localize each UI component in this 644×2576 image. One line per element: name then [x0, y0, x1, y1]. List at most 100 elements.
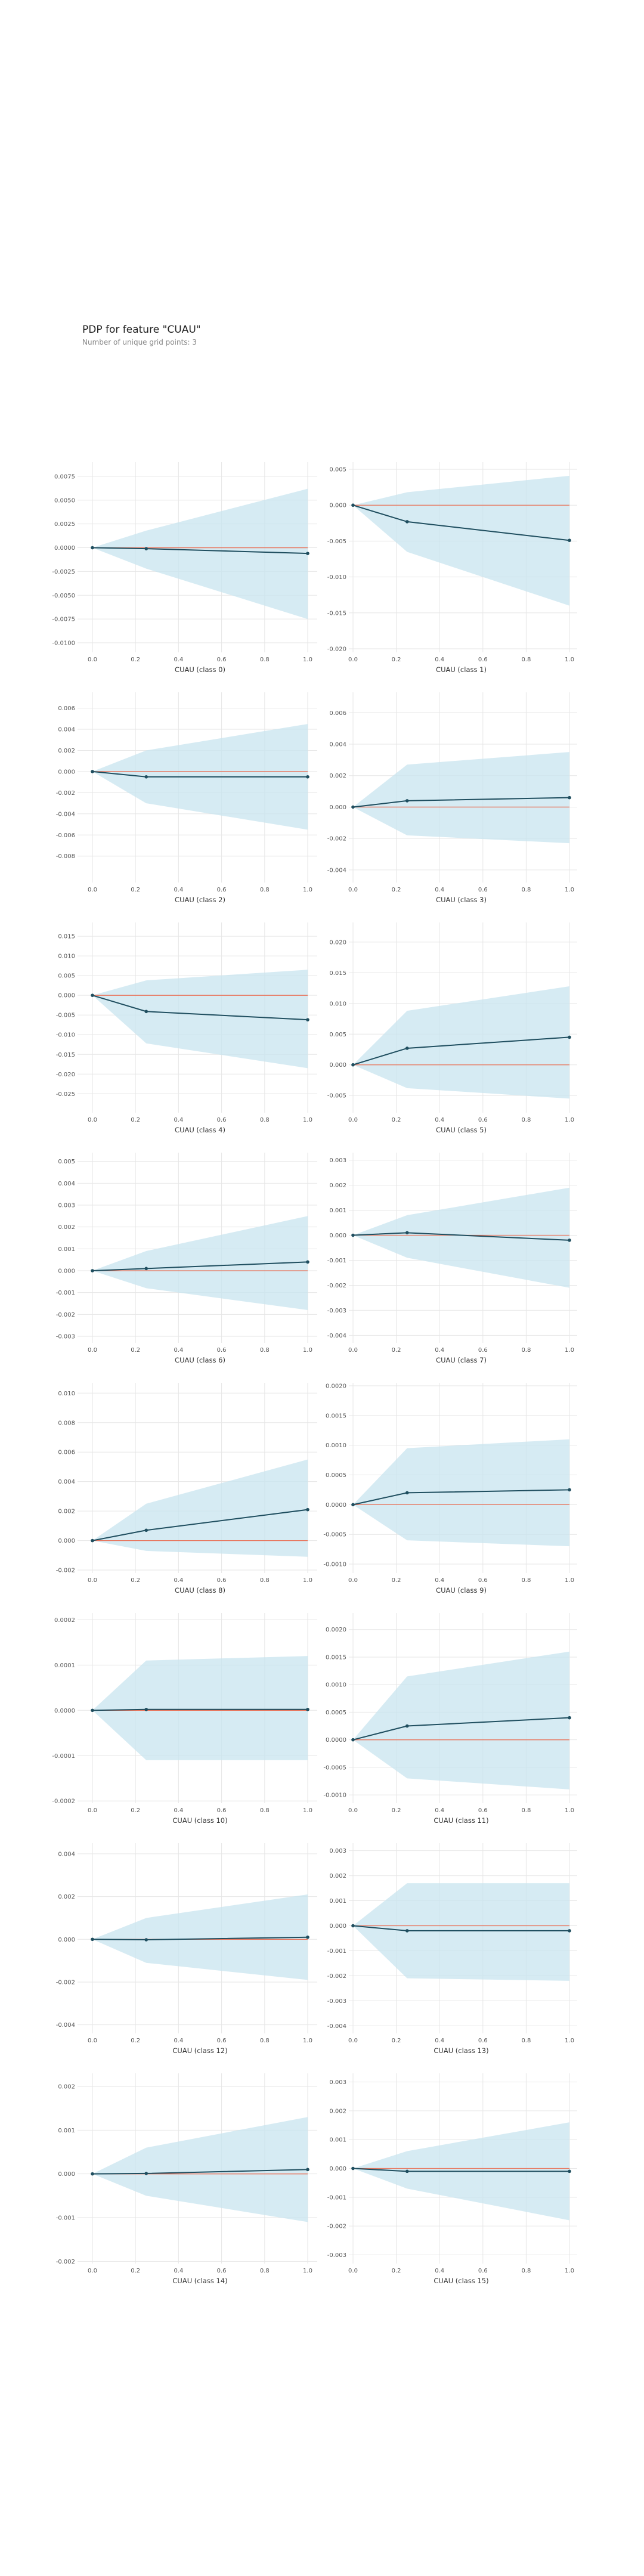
y-tick-label: 0.000: [58, 1268, 75, 1275]
confidence-band: [353, 475, 569, 606]
y-tick-label: 0.000: [329, 2166, 346, 2172]
y-tick-label: 0.010: [58, 1391, 75, 1397]
y-tick-label: 0.0000: [54, 545, 75, 552]
pdp-point: [568, 2169, 571, 2174]
x-tick-label: 0.0: [88, 1577, 97, 1584]
y-tick-label: 0.000: [58, 769, 75, 775]
page-subtitle: Number of unique grid points: 3: [82, 338, 197, 346]
pdp-point: [306, 1260, 309, 1264]
x-tick-label: 0.4: [435, 657, 444, 663]
y-tick-label: 0.004: [58, 1479, 75, 1485]
x-tick-label: 0.8: [260, 887, 270, 893]
pdp-point: [351, 805, 355, 809]
x-tick-label: 0.6: [478, 1117, 488, 1123]
y-tick-label: 0.000: [329, 503, 346, 509]
pdp-point: [144, 547, 148, 550]
y-tick-label: 0.003: [329, 1157, 346, 1164]
y-tick-label: 0.002: [58, 1224, 75, 1231]
y-tick-label: -0.0005: [323, 1764, 346, 1771]
x-tick-label: 0.8: [521, 2038, 531, 2044]
y-tick-label: -0.002: [56, 1979, 75, 1986]
y-tick-label: 0.0010: [326, 1442, 346, 1449]
x-tick-label: 0.0: [348, 1807, 358, 1814]
x-tick-label: 0.4: [174, 2038, 183, 2044]
pdp-point: [351, 1063, 355, 1067]
x-tick-label: 0.4: [174, 2268, 183, 2274]
x-axis-label: CUAU (class 15): [434, 2277, 488, 2285]
pdp-point: [405, 1231, 409, 1235]
y-tick-label: 0.0020: [326, 1627, 346, 1633]
x-tick-label: 0.0: [348, 2038, 358, 2044]
x-tick-label: 0.8: [260, 657, 270, 663]
y-tick-label: 0.002: [329, 2108, 346, 2114]
x-tick-label: 0.2: [131, 2268, 140, 2274]
pdp-point: [306, 1707, 309, 1711]
y-tick-label: 0.005: [329, 1032, 346, 1038]
x-axis-label: CUAU (class 13): [434, 2046, 488, 2055]
pdp-point: [351, 1503, 355, 1507]
y-tick-label: -0.002: [56, 1312, 75, 1318]
x-tick-label: 0.6: [217, 887, 227, 893]
confidence-band: [353, 1187, 569, 1288]
pdp-point: [405, 799, 409, 803]
x-axis-label: CUAU (class 6): [175, 1356, 225, 1364]
pdp-point: [351, 2166, 355, 2171]
confidence-band: [92, 2117, 308, 2222]
pdp-panel-8: -0.002 0.000 0.002 0.004 0.006 0.008 0.010 0.0 0…: [56, 1383, 317, 1594]
pdp-point: [568, 1488, 571, 1492]
confidence-band: [353, 752, 569, 844]
pdp-point: [405, 1929, 409, 1933]
x-tick-label: 0.6: [478, 2268, 488, 2274]
x-tick-label: 0.4: [435, 1347, 444, 1354]
pdp-point: [144, 1707, 148, 1711]
y-tick-label: 0.002: [58, 1894, 75, 1900]
pdp-point: [91, 2172, 94, 2176]
x-tick-label: 0.8: [260, 1117, 270, 1123]
y-tick-label: -0.008: [56, 853, 75, 860]
x-tick-label: 1.0: [565, 657, 574, 663]
confidence-band: [92, 1459, 308, 1557]
y-tick-label: -0.003: [327, 2252, 346, 2259]
x-tick-label: 0.2: [131, 2038, 140, 2044]
y-tick-label: -0.0001: [52, 1753, 75, 1760]
y-tick-label: -0.0100: [52, 640, 75, 647]
x-tick-label: 0.0: [348, 1347, 358, 1354]
y-tick-label: -0.004: [327, 2023, 346, 2030]
y-tick-label: 0.002: [329, 1182, 346, 1189]
pdp-point: [144, 1267, 148, 1271]
x-tick-label: 0.8: [521, 2268, 531, 2274]
page-title: PDP for feature "CUAU": [82, 324, 201, 336]
x-tick-label: 0.0: [88, 1117, 97, 1123]
x-tick-label: 0.2: [392, 887, 401, 893]
x-tick-label: 0.4: [435, 887, 444, 893]
x-tick-label: 0.4: [435, 2038, 444, 2044]
pdp-point: [91, 1708, 94, 1713]
y-tick-label: -0.005: [327, 1093, 346, 1100]
x-tick-label: 1.0: [565, 1117, 574, 1123]
pdp-point: [405, 1724, 409, 1728]
pdp-point: [568, 1239, 571, 1242]
pdp-panel-11: -0.0010 -0.0005 0.0000 0.0005 0.0010 0.0015 0.…: [323, 1613, 577, 1825]
x-tick-label: 0.8: [521, 1117, 531, 1123]
x-tick-label: 0.6: [478, 887, 488, 893]
x-tick-label: 0.4: [174, 1807, 183, 1814]
y-tick-label: -0.0010: [323, 1562, 346, 1568]
y-tick-label: -0.002: [56, 790, 75, 797]
x-axis-label: CUAU (class 5): [436, 1126, 487, 1134]
y-tick-label: 0.000: [58, 993, 75, 999]
confidence-band: [353, 1439, 569, 1547]
pdp-point: [306, 1018, 309, 1021]
y-tick-label: -0.0025: [52, 569, 75, 575]
y-tick-label: -0.015: [327, 610, 346, 617]
pdp-point: [306, 2168, 309, 2172]
x-tick-label: 1.0: [565, 887, 574, 893]
x-tick-label: 0.2: [131, 887, 140, 893]
y-tick-label: -0.025: [56, 1091, 75, 1098]
y-tick-label: 0.001: [329, 1898, 346, 1905]
x-axis-label: CUAU (class 12): [172, 2046, 227, 2055]
y-tick-label: 0.0050: [54, 497, 75, 504]
pdp-point: [405, 1046, 409, 1050]
y-tick-label: -0.020: [327, 646, 346, 652]
x-tick-label: 0.0: [348, 887, 358, 893]
y-tick-label: -0.001: [327, 1258, 346, 1264]
